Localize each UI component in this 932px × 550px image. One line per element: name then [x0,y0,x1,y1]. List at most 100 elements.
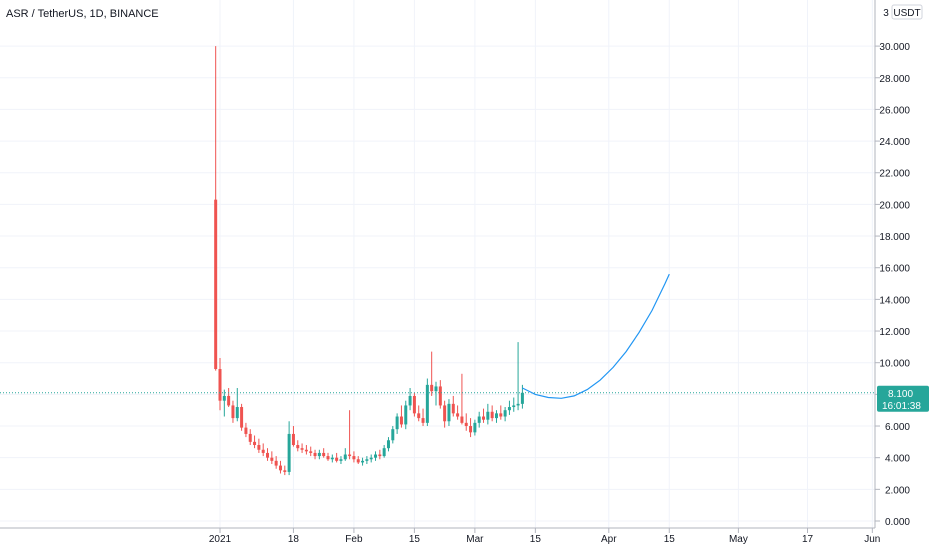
candle-body [257,445,261,450]
bar-countdown: 16:01:38 [882,401,921,412]
candle-body [253,441,257,446]
price-axis[interactable]: 30.000 28.000 26.000 24.000 22.000 20.000 18.0… [875,42,910,528]
candle-body [469,426,473,433]
candle-body [356,459,360,463]
projection-curve [522,273,670,399]
candle [214,46,218,371]
y-tick-label: 26.000 [879,105,910,116]
candle-body [227,395,231,406]
candle-body [395,416,399,430]
candle [352,451,356,463]
x-tick-label: Jun [864,534,880,545]
candle [438,380,442,409]
x-tick-label: 15 [664,534,676,545]
candle [322,448,326,458]
candle [287,421,291,476]
candle [300,443,304,453]
candle [261,443,265,457]
currency-label: USDT [893,8,920,19]
candle-body [378,454,382,457]
candle [248,429,252,446]
candle-body [477,416,481,423]
y-tick-label: 22.000 [879,169,910,180]
candle [520,384,524,409]
candle [317,449,321,460]
candle [464,413,468,431]
candle [443,400,447,428]
candle [240,403,244,431]
candle-body [490,411,494,419]
x-tick-label: 15 [530,534,542,545]
candle [507,400,511,415]
candle [231,400,235,423]
candle [447,399,451,427]
time-axis[interactable]: 2021 18 Feb 15 Mar 15 Apr 15 May 17 Jun [209,528,881,545]
candle [490,405,494,422]
candle-body [507,407,511,411]
candle [274,456,278,469]
candle [283,465,287,476]
candle [451,395,455,417]
x-tick-label: 15 [409,534,421,545]
candle-body [503,410,507,417]
candle-body [313,452,317,457]
candle-body [361,460,365,463]
y-tick-label: 30.000 [879,42,910,53]
y-tick-label: 4.000 [885,454,910,465]
chart-title: ASR / TetherUS, 1D, BINANCE [6,8,159,20]
candle-body [330,457,334,460]
candle [253,435,257,449]
candle [326,452,330,461]
candle [469,418,473,438]
candle [335,452,339,463]
candle-body [231,405,235,419]
candle [412,392,416,417]
candle-body [516,403,520,406]
scale-label: 3 [883,8,889,19]
y-tick-label: 10.000 [879,359,910,370]
candle-body [214,199,218,370]
x-tick-label: Feb [345,534,363,545]
candle-body [408,395,412,406]
candle [309,446,313,457]
candle [425,378,429,427]
candle [486,403,490,425]
candle [482,408,486,423]
y-tick-label: 28.000 [879,74,910,85]
candle-body [412,395,416,414]
candle [361,457,365,466]
candle [378,449,382,460]
x-tick-label: 18 [288,534,300,545]
last-price-badge: 8.100 16:01:38 [877,385,929,412]
candle-body [343,454,347,460]
candle-body [499,413,503,417]
candle-body [520,392,524,404]
candle [330,454,334,463]
candle-body [248,433,252,442]
y-tick-label: 18.000 [879,232,910,243]
candle [391,426,395,444]
y-tick-label: 0.000 [885,517,910,528]
currency-badge[interactable]: USDT [891,4,923,20]
x-tick-label: 17 [802,534,814,545]
candle-body [283,470,287,472]
candle-body [339,459,343,461]
candle [417,405,421,422]
candle-body [404,405,408,425]
candle-body [443,405,447,422]
candle-body [447,403,451,422]
candle [343,448,347,461]
candle-body [417,413,421,419]
candles [0,46,875,476]
candle-body [235,407,239,419]
x-tick-label: May [729,534,748,545]
candle-body [473,422,477,433]
candle-body [456,413,460,417]
candle-body [326,456,330,460]
candle-body [369,457,373,460]
candle [430,351,434,396]
candle-body [278,465,282,471]
y-tick-label: 20.000 [879,200,910,211]
